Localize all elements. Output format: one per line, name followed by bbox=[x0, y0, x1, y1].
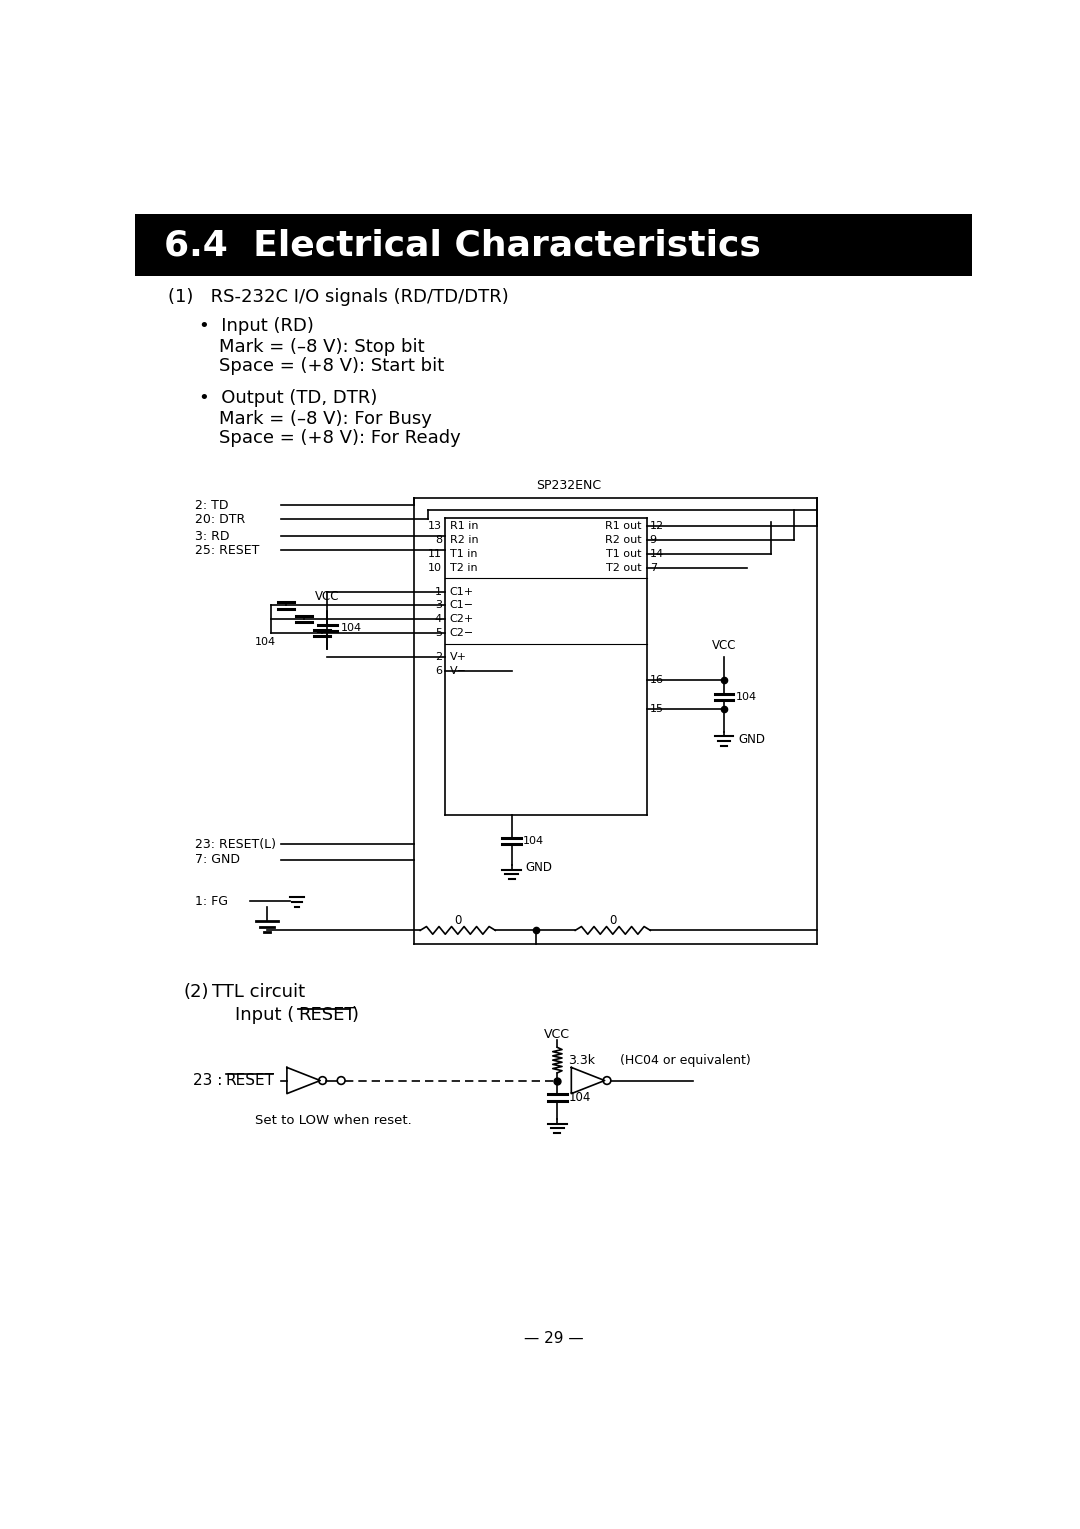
Circle shape bbox=[337, 1076, 345, 1084]
Text: 15: 15 bbox=[649, 703, 663, 714]
Text: GND: GND bbox=[738, 732, 765, 746]
Text: 104: 104 bbox=[341, 622, 362, 633]
Text: GND: GND bbox=[526, 861, 553, 873]
Text: 25: RESET: 25: RESET bbox=[195, 543, 260, 557]
Text: 12: 12 bbox=[649, 521, 664, 531]
Text: VCC: VCC bbox=[712, 639, 737, 651]
Text: TTL circuit: TTL circuit bbox=[213, 983, 306, 1001]
Text: Space = (+8 V): Start bit: Space = (+8 V): Start bit bbox=[218, 356, 444, 375]
Circle shape bbox=[603, 1076, 611, 1084]
Text: •  Output (TD, DTR): • Output (TD, DTR) bbox=[199, 388, 377, 407]
Text: — 29 —: — 29 — bbox=[524, 1330, 583, 1346]
Text: 104: 104 bbox=[255, 636, 276, 647]
Text: 2: TD: 2: TD bbox=[195, 498, 229, 512]
Text: R1 out: R1 out bbox=[606, 521, 642, 531]
Text: RESET: RESET bbox=[298, 1006, 355, 1024]
Text: 104: 104 bbox=[568, 1092, 591, 1104]
Text: 16: 16 bbox=[649, 676, 663, 685]
Circle shape bbox=[319, 1076, 326, 1084]
Text: 104: 104 bbox=[524, 836, 544, 846]
Text: R2 in: R2 in bbox=[449, 535, 478, 544]
Text: Input (: Input ( bbox=[213, 1006, 295, 1024]
Text: ): ) bbox=[352, 1006, 359, 1024]
Text: 23 :: 23 : bbox=[193, 1073, 228, 1089]
Text: 13: 13 bbox=[428, 521, 442, 531]
Text: 0: 0 bbox=[454, 914, 461, 927]
Text: R1 in: R1 in bbox=[449, 521, 478, 531]
Text: T2 out: T2 out bbox=[606, 563, 642, 573]
Text: 7: GND: 7: GND bbox=[195, 853, 241, 865]
Text: SP232ENC: SP232ENC bbox=[537, 479, 602, 492]
Text: Mark = (–8 V): Stop bit: Mark = (–8 V): Stop bit bbox=[218, 338, 424, 356]
Text: 3.3k: 3.3k bbox=[568, 1053, 595, 1067]
Text: 9: 9 bbox=[649, 535, 657, 544]
Text: 14: 14 bbox=[649, 549, 664, 560]
Text: Space = (+8 V): For Ready: Space = (+8 V): For Ready bbox=[218, 428, 460, 446]
Text: (1)   RS-232C I/O signals (RD/TD/DTR): (1) RS-232C I/O signals (RD/TD/DTR) bbox=[167, 289, 509, 306]
Text: R2 out: R2 out bbox=[605, 535, 642, 544]
Text: 7: 7 bbox=[649, 563, 657, 573]
Text: 0: 0 bbox=[609, 914, 617, 927]
Text: 23: RESET(L): 23: RESET(L) bbox=[195, 838, 276, 850]
Text: 3: RD: 3: RD bbox=[195, 529, 230, 543]
Text: 10: 10 bbox=[428, 563, 442, 573]
Text: RESET: RESET bbox=[226, 1073, 274, 1089]
Text: 1: 1 bbox=[435, 587, 442, 596]
Text: 2: 2 bbox=[435, 651, 442, 662]
Text: 11: 11 bbox=[428, 549, 442, 560]
Text: (HC04 or equivalent): (HC04 or equivalent) bbox=[620, 1053, 751, 1067]
Text: 4: 4 bbox=[435, 615, 442, 624]
Text: C2+: C2+ bbox=[449, 615, 474, 624]
Text: Mark = (–8 V): For Busy: Mark = (–8 V): For Busy bbox=[218, 410, 432, 428]
Text: C1+: C1+ bbox=[449, 587, 474, 596]
Text: C1−: C1− bbox=[449, 601, 474, 610]
Text: Set to LOW when reset.: Set to LOW when reset. bbox=[255, 1115, 411, 1127]
FancyBboxPatch shape bbox=[135, 214, 972, 275]
Text: VCC: VCC bbox=[315, 590, 339, 604]
Text: 6.4  Electrical Characteristics: 6.4 Electrical Characteristics bbox=[164, 228, 761, 261]
Text: 104: 104 bbox=[735, 693, 757, 702]
Text: T1 in: T1 in bbox=[449, 549, 477, 560]
Text: 6: 6 bbox=[435, 667, 442, 676]
Text: VCC: VCC bbox=[544, 1027, 570, 1041]
Text: •  Input (RD): • Input (RD) bbox=[199, 317, 313, 335]
Text: 1: FG: 1: FG bbox=[195, 894, 229, 908]
Text: 3: 3 bbox=[435, 601, 442, 610]
Text: T1 out: T1 out bbox=[606, 549, 642, 560]
Text: (2): (2) bbox=[183, 983, 208, 1001]
Text: T2 in: T2 in bbox=[449, 563, 477, 573]
Text: V+: V+ bbox=[449, 651, 467, 662]
Text: C2−: C2− bbox=[449, 628, 474, 638]
Text: 20: DTR: 20: DTR bbox=[195, 512, 246, 526]
Text: V−: V− bbox=[449, 667, 467, 676]
Text: 8: 8 bbox=[435, 535, 442, 544]
Text: 5: 5 bbox=[435, 628, 442, 638]
